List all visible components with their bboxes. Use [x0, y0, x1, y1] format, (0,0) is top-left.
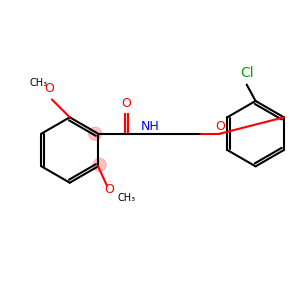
- Text: O: O: [215, 120, 225, 133]
- Text: O: O: [104, 183, 114, 196]
- Circle shape: [88, 127, 102, 140]
- Circle shape: [93, 158, 106, 171]
- Text: O: O: [44, 82, 54, 95]
- Text: Cl: Cl: [240, 66, 253, 80]
- Text: NH: NH: [141, 120, 160, 133]
- Text: O: O: [122, 97, 131, 110]
- Text: CH₃: CH₃: [117, 193, 136, 203]
- Text: CH₃: CH₃: [29, 78, 48, 88]
